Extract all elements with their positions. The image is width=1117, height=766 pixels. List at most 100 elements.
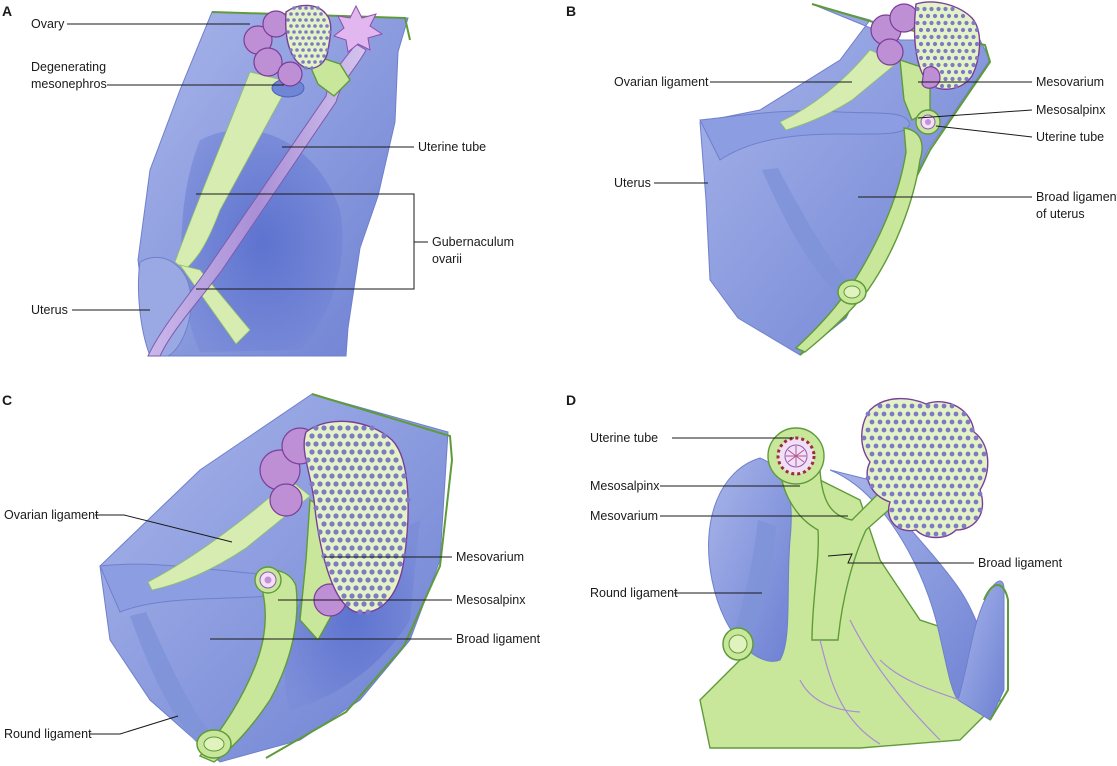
follicle-dot (922, 6, 927, 12)
follicle-dot (365, 433, 371, 439)
follicle-dot (964, 48, 969, 54)
follicle-dot (971, 48, 976, 54)
follicle-dot (957, 48, 962, 54)
follicle-dot (393, 473, 399, 479)
follicle-dot (377, 521, 383, 527)
follicle-dot (289, 24, 293, 28)
follicle-dot (373, 577, 379, 583)
label-broad-ligament-d: Broad ligament (978, 556, 1063, 570)
follicle-dot (381, 481, 387, 487)
follicle-dot (937, 427, 943, 433)
panel-c-labels: Ovarian ligament Mesovarium Mesosalpinx … (4, 508, 541, 741)
follicle-dot (345, 505, 351, 511)
follicle-dot (921, 427, 927, 433)
follicle-dot (929, 34, 934, 40)
follicle-dot (953, 427, 959, 433)
follicle-dot (869, 467, 875, 473)
follicle-dot (877, 435, 883, 441)
follicle-dot (337, 505, 343, 511)
follicle-dot (905, 475, 911, 481)
follicle-dot (329, 441, 335, 447)
follicle-dot (353, 505, 359, 511)
follicle-dot (329, 457, 335, 463)
follicle-dot (950, 62, 955, 68)
follicle-dot (393, 537, 399, 543)
follicle-dot (321, 537, 327, 543)
follicle-dot (873, 427, 879, 433)
follicle-dot (349, 433, 355, 439)
follicle-dot (349, 529, 355, 535)
follicle-dot (365, 481, 371, 487)
follicle-dot (310, 66, 314, 70)
follicle-dot (977, 443, 983, 449)
follicle-dot (295, 12, 299, 16)
follicle-dot (869, 435, 875, 441)
label-mesovarium-c: Mesovarium (456, 550, 524, 564)
follicle-dot (957, 483, 963, 489)
follicle-dot (349, 577, 355, 583)
follicle-dot (381, 449, 387, 455)
follicle-dot (298, 18, 302, 22)
follicle-dot (973, 451, 979, 457)
follicle-dot (401, 553, 407, 559)
follicle-dot (310, 18, 314, 22)
follicle-dot (313, 60, 317, 64)
follicle-dot (873, 443, 879, 449)
follicle-dot (321, 505, 327, 511)
follicle-dot (905, 411, 911, 417)
follicle-dot (969, 459, 975, 465)
follicle-dot (341, 465, 347, 471)
follicle-dot (905, 523, 911, 529)
follicle-dot (361, 457, 367, 463)
label-mesosalpinx-c: Mesosalpinx (456, 593, 526, 607)
follicle-dot (917, 451, 923, 457)
follicle-dot (369, 553, 375, 559)
follicle-dot (915, 6, 920, 12)
follicle-dot (967, 55, 973, 61)
follicle-dot (941, 419, 947, 425)
follicle-dot (946, 27, 952, 33)
follicle-dot (937, 475, 943, 481)
follicle-dot (981, 467, 987, 473)
follicle-dot (877, 467, 883, 473)
follicle-dot (885, 483, 891, 489)
follicle-dot (319, 60, 323, 64)
follicle-dot (361, 585, 367, 591)
follicle-dot (381, 433, 387, 439)
follicle-dot (341, 561, 347, 567)
follicle-dot (353, 441, 359, 447)
follicle-dot (953, 41, 959, 47)
label-mesovarium-b: Mesovarium (1036, 75, 1104, 89)
follicle-dot (369, 473, 375, 479)
follicle-dot (389, 561, 395, 567)
follicle-dot (381, 561, 387, 567)
follicle-dot (341, 449, 347, 455)
follicle-dot (945, 475, 951, 481)
follicle-dot (960, 69, 966, 75)
follicle-dot (313, 48, 317, 52)
label-ovary: Ovary (31, 17, 65, 31)
follicle-dot (361, 489, 367, 495)
follicle-dot (971, 62, 976, 68)
follicle-dot (939, 69, 945, 75)
follicle-dot (305, 457, 311, 463)
follicle-dot (341, 513, 347, 519)
label-uterine-tube-a: Uterine tube (418, 140, 486, 154)
follicle-dot (325, 545, 331, 551)
follicle-dot (317, 433, 323, 439)
follicle-dot (373, 497, 379, 503)
follicle-dot (909, 403, 915, 409)
follicle-dot (349, 561, 355, 567)
follicle-dot (298, 42, 302, 46)
follicle-dot (953, 507, 959, 513)
follicle-dot (897, 475, 903, 481)
follicle-dot (373, 513, 379, 519)
follicle-dot (309, 465, 315, 471)
follicle-dot (897, 507, 903, 513)
follicle-dot (945, 507, 951, 513)
follicle-dot (310, 30, 314, 34)
follicle-dot (953, 523, 959, 529)
follicle-dot (321, 553, 327, 559)
follicle-dot (333, 465, 339, 471)
follicle-dot (925, 403, 931, 409)
